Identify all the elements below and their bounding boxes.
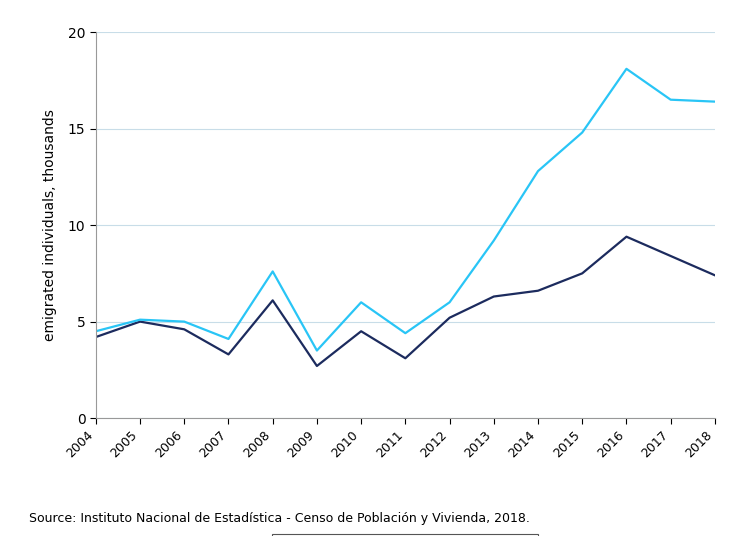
Rural <box>401 330 410 337</box>
Urban <box>622 234 631 240</box>
Text: Source: Instituto Nacional de Estadística - Censo de Población y Vivienda, 2018.: Source: Instituto Nacional de Estadístic… <box>29 512 531 525</box>
Rural <box>445 299 454 306</box>
Rural <box>91 328 100 334</box>
Urban <box>489 293 498 300</box>
Legend: Urban, Rural: Urban, Rural <box>272 534 539 536</box>
Line: Urban: Urban <box>96 237 715 366</box>
Urban <box>666 253 675 259</box>
Line: Rural: Rural <box>96 69 715 351</box>
Rural <box>357 299 366 306</box>
Urban <box>136 318 144 325</box>
Rural <box>578 129 587 136</box>
Rural <box>534 168 542 174</box>
Urban <box>91 334 100 340</box>
Urban <box>180 326 189 332</box>
Rural <box>180 318 189 325</box>
Rural <box>666 96 675 103</box>
Urban <box>578 270 587 277</box>
Rural <box>268 268 277 274</box>
Rural <box>312 347 321 354</box>
Urban <box>534 287 542 294</box>
Rural <box>224 336 233 342</box>
Urban <box>710 272 719 279</box>
Rural <box>622 65 631 72</box>
Rural <box>136 316 144 323</box>
Urban <box>268 297 277 303</box>
Urban <box>312 363 321 369</box>
Urban <box>401 355 410 361</box>
Rural <box>710 99 719 105</box>
Y-axis label: emigrated individuals, thousands: emigrated individuals, thousands <box>43 109 57 341</box>
Rural <box>489 237 498 244</box>
Urban <box>224 351 233 358</box>
Urban <box>357 328 366 334</box>
Urban <box>445 315 454 321</box>
